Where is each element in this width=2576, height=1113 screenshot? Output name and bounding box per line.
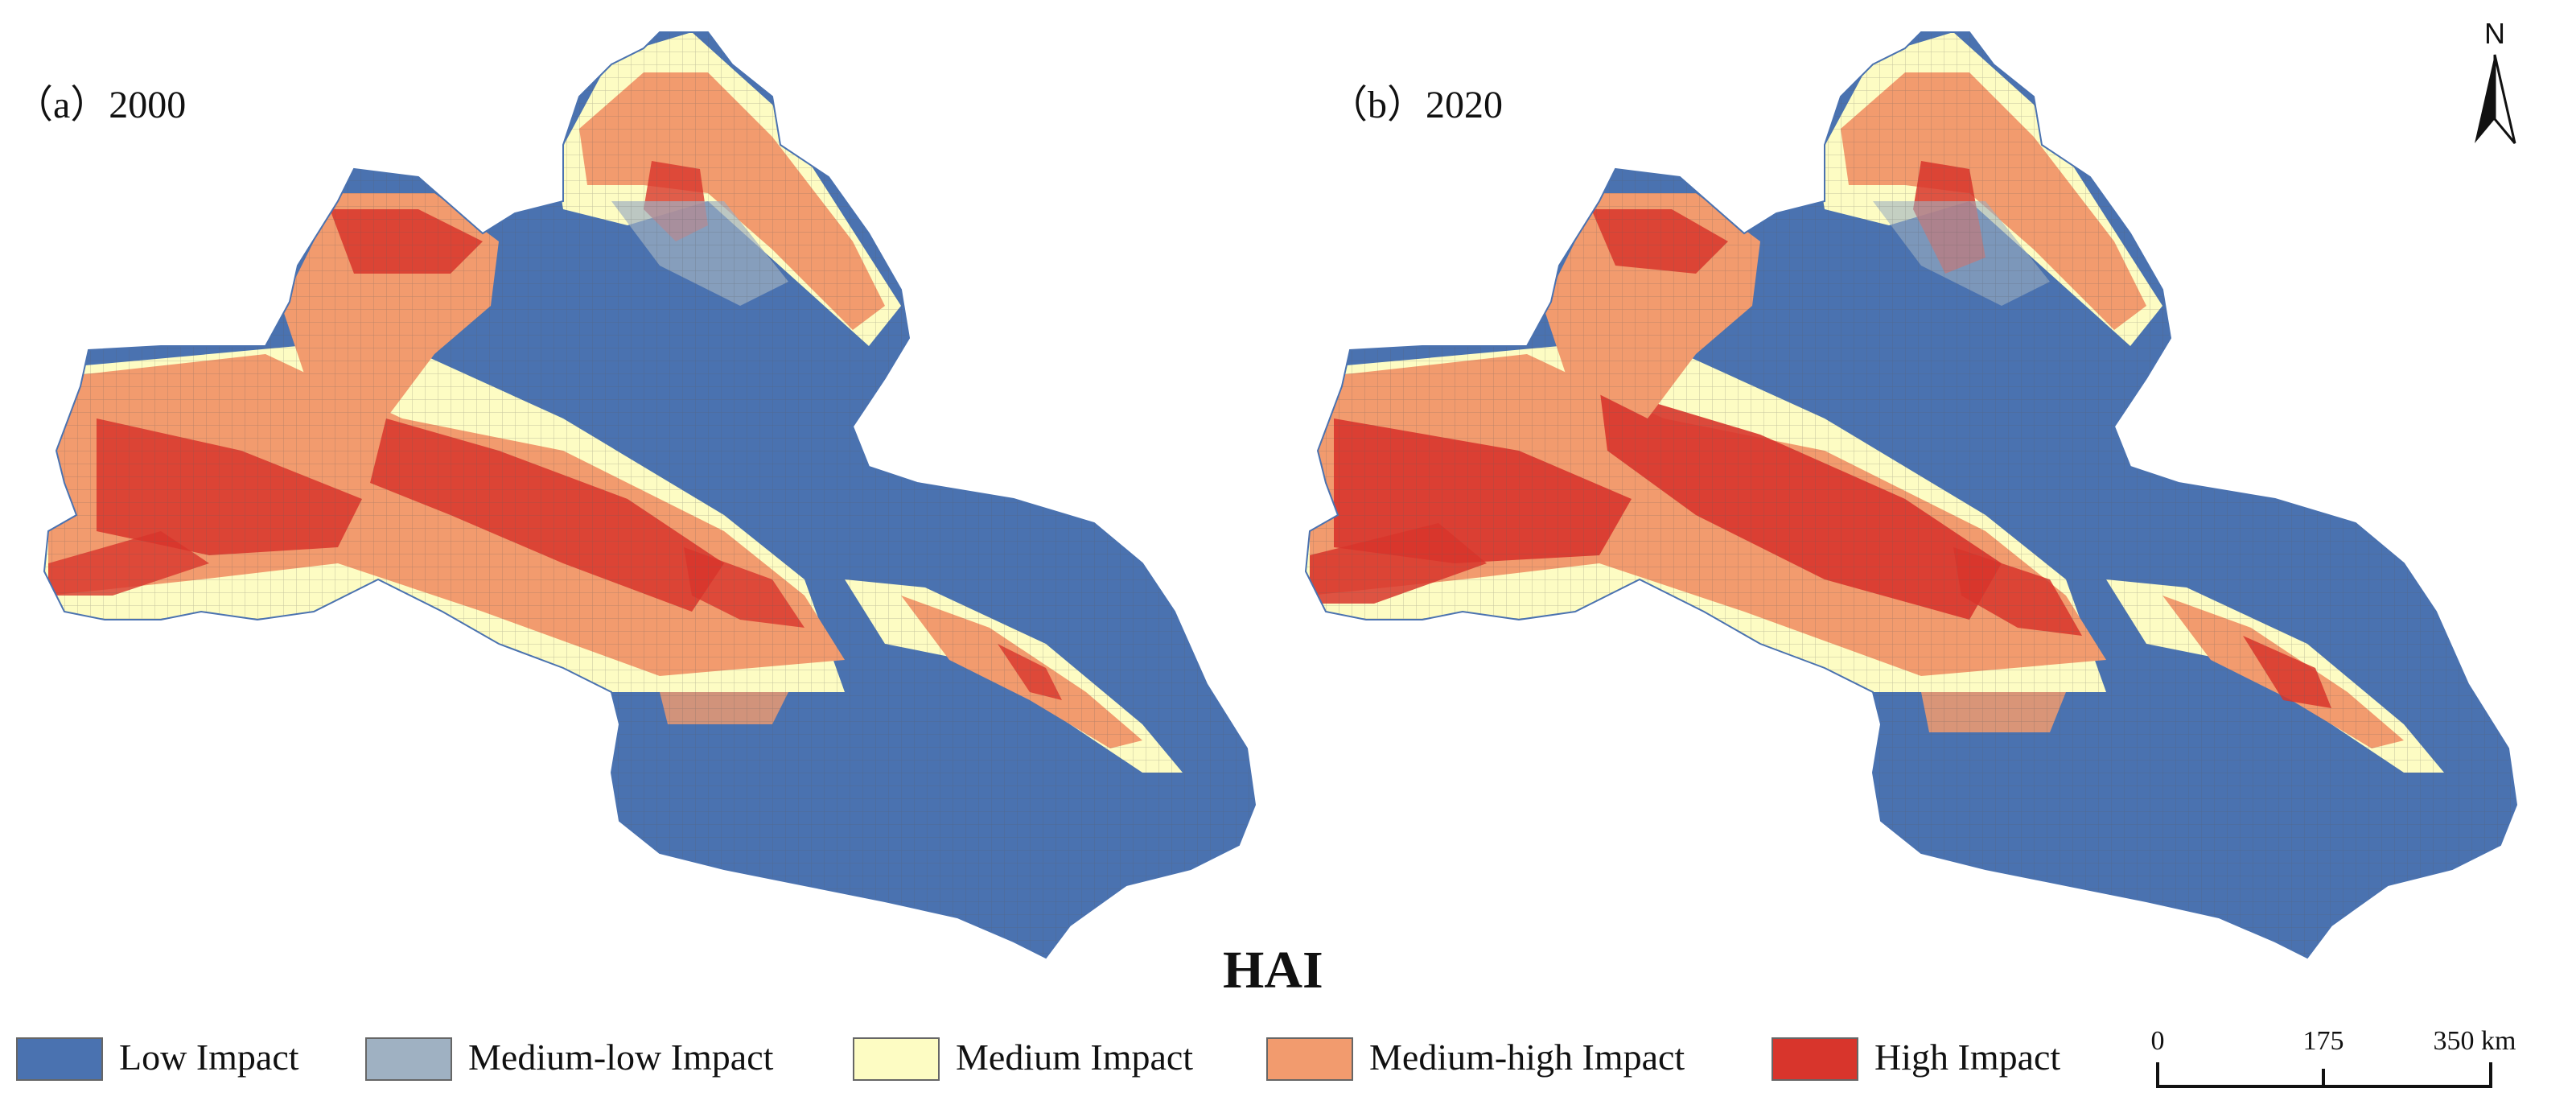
north-label: N <box>2484 17 2505 50</box>
scale-tick-0: 0 <box>2151 1026 2165 1056</box>
legend-swatch <box>853 1037 940 1081</box>
map-canvas <box>43 31 2517 958</box>
map-title: HAI <box>1223 941 1323 1000</box>
legend-label: High Impact <box>1874 1037 2061 1078</box>
scale-tick-175: 175 <box>2303 1026 2344 1056</box>
legend-label: Medium-high Impact <box>1369 1037 1685 1078</box>
scale-tick-350: 350 km <box>2434 1026 2516 1056</box>
map-panel-2000 <box>43 31 1256 958</box>
panel-label-a: （a）2000 <box>14 84 187 126</box>
legend-label: Low Impact <box>119 1037 299 1078</box>
legend-label: Medium-low Impact <box>468 1037 774 1078</box>
north-arrow: N <box>2459 14 2531 151</box>
legend-swatch <box>365 1037 452 1081</box>
map-panel-2020 <box>1305 31 2517 958</box>
panel-label-b: （b）2020 <box>1329 84 1504 126</box>
legend-label: Medium Impact <box>956 1037 1194 1078</box>
legend-swatch <box>16 1037 103 1081</box>
scale-bar: 0 175 350 km <box>2151 1022 2516 1094</box>
north-arrow-icon <box>2475 55 2495 143</box>
legend-swatch <box>1266 1037 1353 1081</box>
legend-swatch <box>1772 1037 1858 1081</box>
